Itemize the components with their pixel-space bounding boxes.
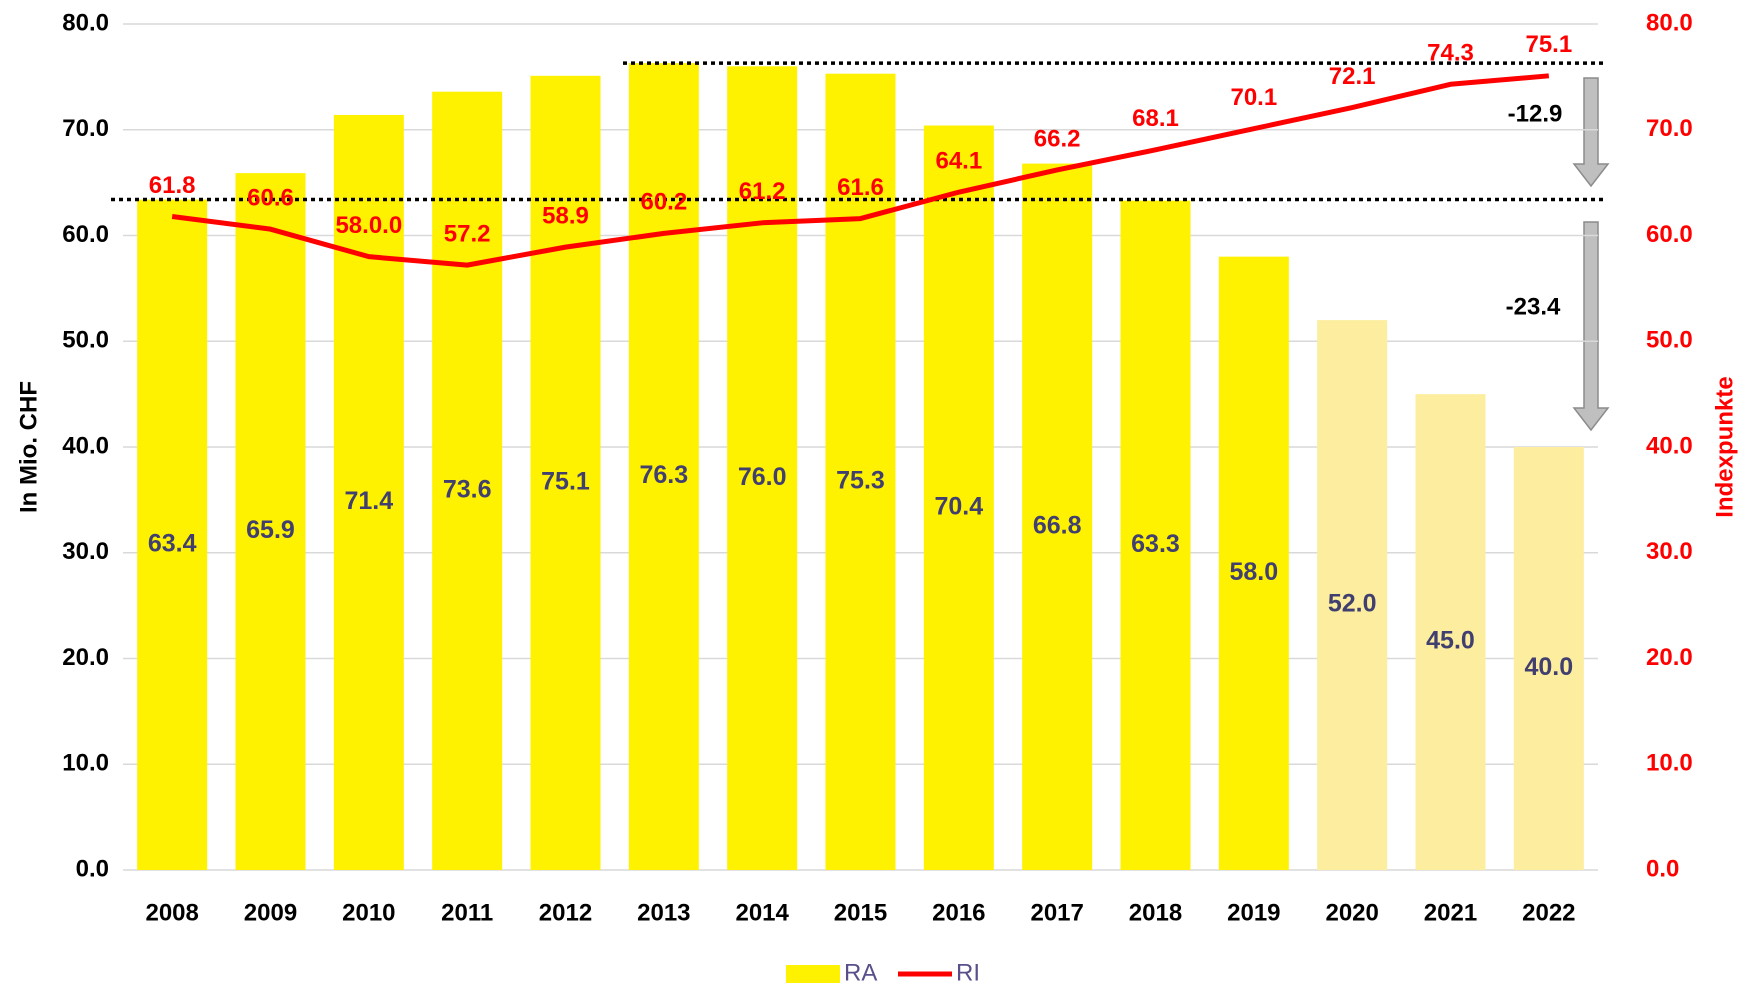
legend-swatch: [786, 965, 840, 983]
x-tick-label: 2021: [1424, 899, 1477, 926]
data-label: 75.1: [1525, 31, 1572, 58]
x-tick-label: 2017: [1030, 899, 1083, 926]
data-label: 66.8: [1033, 511, 1082, 539]
data-label: 75.1: [541, 468, 590, 496]
x-tick-label: 2008: [145, 899, 198, 926]
bar: [333, 114, 404, 870]
y-tick-label: 10.0: [62, 750, 109, 777]
data-label: 45.0: [1426, 627, 1475, 655]
data-label: 68.1: [1132, 105, 1179, 132]
bar: [530, 75, 601, 870]
x-tick-label: 2015: [834, 899, 887, 926]
bar: [923, 125, 994, 870]
data-label: 71.4: [344, 487, 393, 515]
y2-tick-label: 50.0: [1646, 327, 1693, 354]
x-tick-label: 2011: [441, 899, 493, 926]
x-tick-label: 2020: [1325, 899, 1378, 926]
data-label: 74.3: [1427, 40, 1474, 67]
data-label: 70.4: [934, 492, 983, 520]
data-label: 63.4: [148, 529, 197, 557]
data-label: 40.0: [1524, 653, 1573, 681]
y-tick-label: 40.0: [62, 432, 109, 459]
y2-tick-label: 70.0: [1646, 115, 1693, 142]
y2-axis-title: Indexpunkte: [1711, 376, 1738, 517]
arrow: [1572, 77, 1610, 432]
data-label: 73.6: [443, 475, 492, 503]
y-tick-label: 60.0: [62, 221, 109, 248]
data-label: 76.0: [738, 463, 787, 491]
y-tick-label: 30.0: [62, 538, 109, 565]
x-tick-label: 2016: [932, 899, 985, 926]
x-tick-label: 2014: [735, 899, 789, 926]
bar: [628, 63, 699, 870]
y2-tick-label: 0.0: [1646, 855, 1679, 882]
line: [171, 73, 1550, 268]
bar: [137, 199, 208, 871]
y-tick-label: 20.0: [62, 644, 109, 671]
x-tick-label: 2018: [1129, 899, 1182, 926]
y-tick-label: 80.0: [62, 9, 109, 36]
data-label: 60.6: [247, 184, 294, 211]
bar: [235, 173, 306, 871]
annotation: -12.9: [1508, 100, 1563, 127]
y-tick-label: 50.0: [62, 327, 109, 354]
y2-tick-label: 10.0: [1646, 750, 1693, 777]
data-label: 64.1: [935, 147, 982, 174]
data-label: 70.1: [1230, 84, 1277, 111]
bar: [1415, 394, 1486, 870]
data-label: 60.2: [640, 189, 687, 216]
annotation: -23.4: [1506, 293, 1561, 320]
bar: [825, 73, 896, 870]
y-axis-title: In Mio. CHF: [15, 381, 42, 513]
y2-tick-label: 30.0: [1646, 538, 1693, 565]
bar: [1317, 320, 1388, 871]
y2-tick-label: 80.0: [1646, 9, 1693, 36]
data-label: 61.6: [837, 174, 884, 201]
data-label: 52.0: [1328, 590, 1377, 618]
data-label: 75.3: [836, 466, 885, 494]
data-label: 76.3: [639, 461, 688, 489]
data-label: 58.9: [542, 202, 589, 229]
data-label: 61.8: [149, 172, 196, 199]
bar: [1218, 256, 1289, 870]
x-tick-label: 2012: [539, 899, 592, 926]
x-tick-label: 2022: [1522, 899, 1575, 926]
data-label: 72.1: [1329, 63, 1376, 90]
x-tick-label: 2010: [342, 899, 395, 926]
bar: [432, 91, 503, 871]
data-label: 63.3: [1131, 530, 1180, 558]
bar: [1120, 200, 1191, 871]
x-tick-label: 2009: [244, 899, 297, 926]
legend-label: RI: [956, 959, 980, 986]
data-label: 57.2: [444, 220, 491, 247]
data-label: 58.0: [1229, 558, 1278, 586]
data-label: 66.2: [1034, 125, 1081, 152]
y-tick-label: 0.0: [76, 855, 109, 882]
x-tick-label: 2019: [1227, 899, 1280, 926]
legend-label: RA: [844, 959, 877, 986]
y-tick-label: 70.0: [62, 115, 109, 142]
data-label: 58.0.0: [335, 212, 402, 239]
x-tick-label: 2013: [637, 899, 690, 926]
y2-tick-label: 60.0: [1646, 221, 1693, 248]
bar: [1513, 447, 1584, 870]
data-label: 65.9: [246, 516, 295, 544]
bar: [1022, 163, 1093, 871]
y2-tick-label: 40.0: [1646, 432, 1693, 459]
y2-tick-label: 20.0: [1646, 644, 1693, 671]
data-label: 61.2: [739, 178, 786, 205]
